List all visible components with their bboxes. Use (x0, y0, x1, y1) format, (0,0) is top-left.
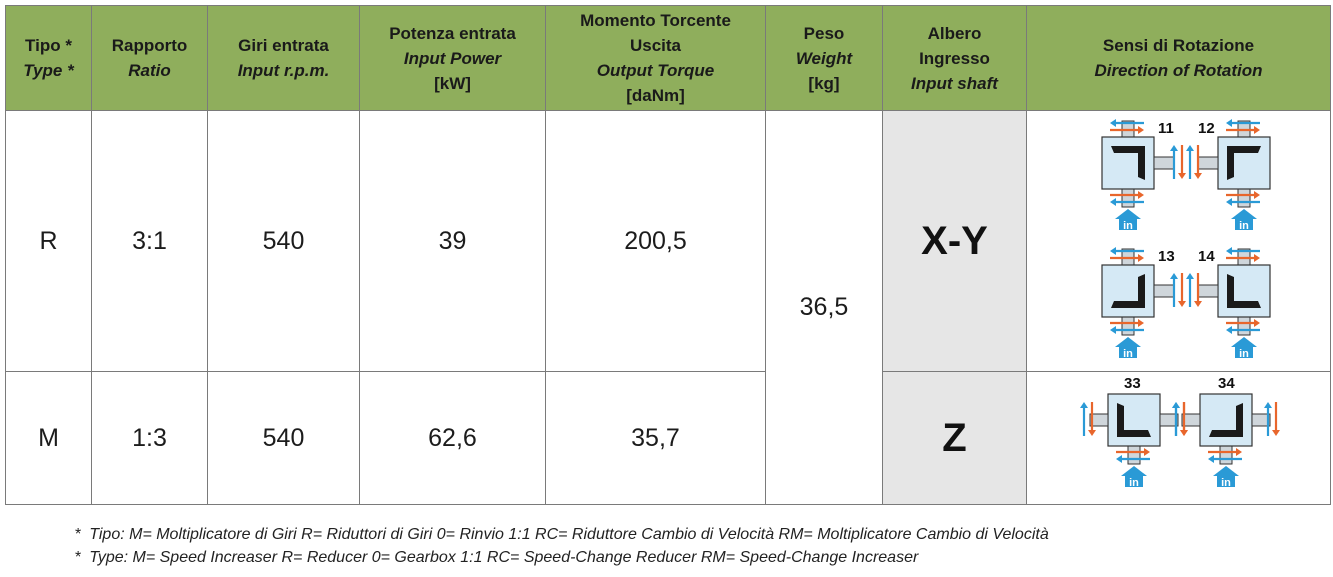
cell-power: 39 (359, 110, 546, 372)
diagram-number: 12 (1198, 120, 1215, 137)
header-weight: Peso Weight [kg] (765, 5, 883, 111)
cell-torque: 200,5 (545, 110, 766, 372)
table-row: M 1:3 540 62,6 35,7 Z in 33 in 34 (5, 371, 1331, 505)
cell-rpm: 540 (207, 371, 360, 505)
header-type: Tipo * Type * (5, 5, 92, 111)
cell-power: 62,6 (359, 371, 546, 505)
cell-torque: 35,7 (545, 371, 766, 505)
in-label: in (1239, 348, 1249, 360)
rotation-diagram-12: in 12 (1185, 119, 1271, 232)
diagram-number: 33 (1124, 375, 1141, 392)
in-label: in (1129, 477, 1139, 489)
rotation-diagram-14: in 14 (1185, 247, 1271, 360)
rotation-diagram-34: in 34 (1171, 375, 1280, 489)
header-ratio: Rapporto Ratio (91, 5, 208, 111)
gearbox-spec-table: Tipo * Type * Rapporto Ratio Giri entrat… (5, 5, 1331, 505)
diagram-number: 13 (1158, 248, 1175, 265)
footnotes: * Tipo: M= Moltiplicatore di Giri R= Ridu… (75, 523, 1049, 569)
cell-ratio: 1:3 (91, 371, 208, 505)
diagram-number: 14 (1198, 248, 1215, 265)
diagram-number: 34 (1218, 375, 1235, 392)
header-output-torque: Momento Torcente Uscita Output Torque [d… (545, 5, 766, 111)
cell-rotation-diagrams: in 33 in 34 (1026, 371, 1331, 505)
rotation-diagram-33: in 33 (1079, 375, 1188, 489)
cell-weight: 36,5 (765, 110, 883, 505)
rotation-diagram-11: in 11 (1100, 119, 1186, 232)
in-label: in (1123, 220, 1133, 232)
in-label: in (1239, 220, 1249, 232)
cell-input-shaft: Z (882, 371, 1027, 505)
cell-ratio: 3:1 (91, 110, 208, 372)
header-rotation-direction: Sensi di Rotazione Direction of Rotation (1026, 5, 1331, 111)
diagram-number: 11 (1158, 120, 1174, 137)
table-row: R 3:1 540 39 200,5 36,5 X-Y in 11 in 12 in 13… (5, 110, 1331, 505)
header-input-power: Potenza entrata Input Power [kW] (359, 5, 546, 111)
cell-rotation-diagrams: in 11 in 12 in 13 in 14 (1026, 110, 1331, 372)
rotation-diagrams-r: in 11 in 12 in 13 in 14 (1100, 119, 1271, 360)
footnote-english: * Type: M= Speed Increaser R= Reducer 0= … (75, 549, 919, 566)
in-label: in (1221, 477, 1231, 489)
rotation-diagram-13: in 13 (1100, 247, 1186, 360)
cell-input-shaft: X-Y (882, 110, 1027, 372)
cell-rpm: 540 (207, 110, 360, 372)
cell-type: M (5, 371, 92, 505)
header-input-rpm: Giri entrata Input r.p.m. (207, 5, 360, 111)
header-input-shaft: Albero Ingresso Input shaft (882, 5, 1027, 111)
in-label: in (1123, 348, 1133, 360)
header-row: Tipo * Type * Rapporto Ratio Giri entrat… (5, 5, 1331, 111)
footnote-italian: * Tipo: M= Moltiplicatore di Giri R= Ridu… (75, 526, 1049, 543)
rotation-diagrams-m: in 33 in 34 (1079, 375, 1280, 489)
cell-type: R (5, 110, 92, 372)
